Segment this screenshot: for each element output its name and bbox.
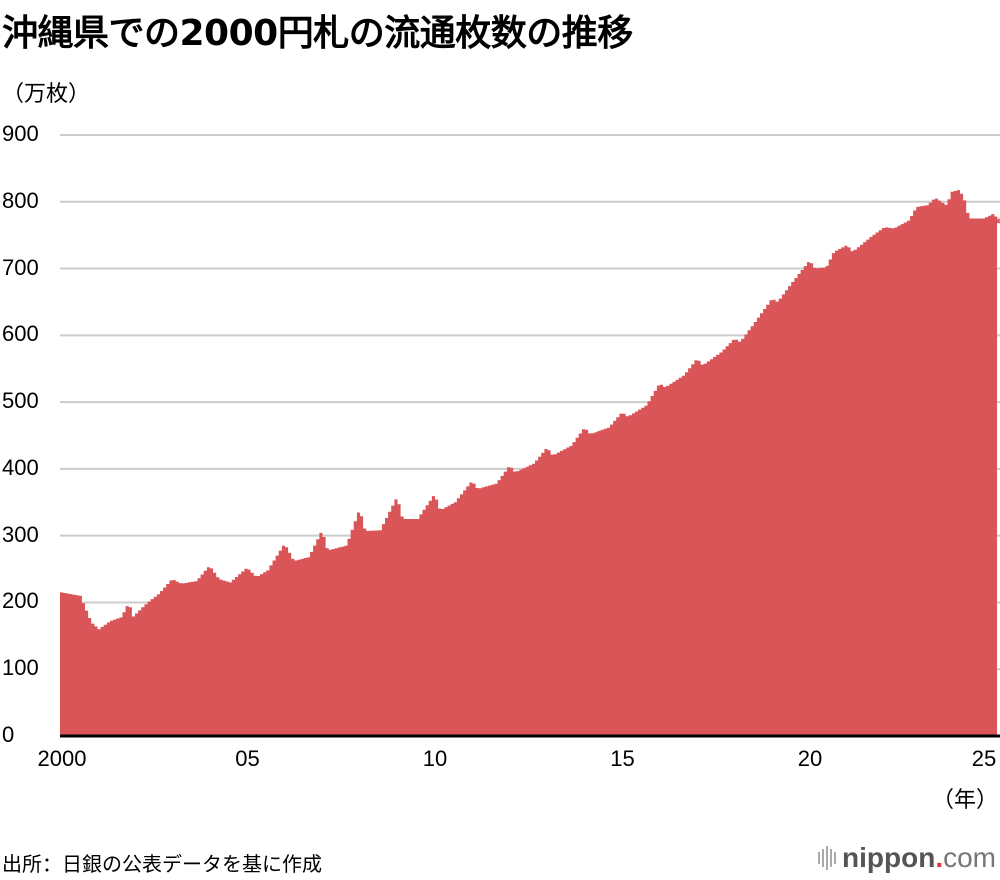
y-axis-unit: （万枚） [2, 82, 91, 107]
nippon-logo: nippon.com [818, 842, 996, 874]
x-tick-label: 15 [610, 746, 635, 771]
y-tick-label: 600 [2, 321, 39, 347]
logo-dot: . [935, 842, 944, 873]
y-tick-label: 900 [2, 121, 39, 146]
y-tick-label: 300 [2, 521, 39, 547]
y-tick-label: 0 [2, 722, 15, 747]
x-tick-label: 2000 [37, 746, 87, 771]
logo-tld: com [943, 842, 996, 873]
x-tick-label: 05 [235, 746, 260, 771]
y-tick-label: 400 [2, 454, 39, 480]
logo-name: nippon [842, 842, 936, 873]
x-tick-label: 10 [422, 746, 448, 771]
x-axis-unit: （年） [931, 788, 998, 813]
y-tick-label: 200 [2, 588, 39, 614]
sound-wave-icon [818, 846, 837, 870]
chart-title: 沖縄県での2000円札の流通枚数の推移 [2, 13, 633, 54]
x-tick-label: 25 [971, 746, 997, 771]
circulation-area [60, 190, 1000, 736]
y-tick-label: 700 [2, 254, 39, 280]
source-note: 出所：日銀の公表データを基に作成 [2, 852, 322, 876]
y-tick-label: 500 [2, 388, 39, 414]
x-tick-label: 20 [797, 746, 823, 771]
y-tick-label: 100 [2, 655, 39, 681]
y-tick-label: 800 [2, 187, 39, 213]
